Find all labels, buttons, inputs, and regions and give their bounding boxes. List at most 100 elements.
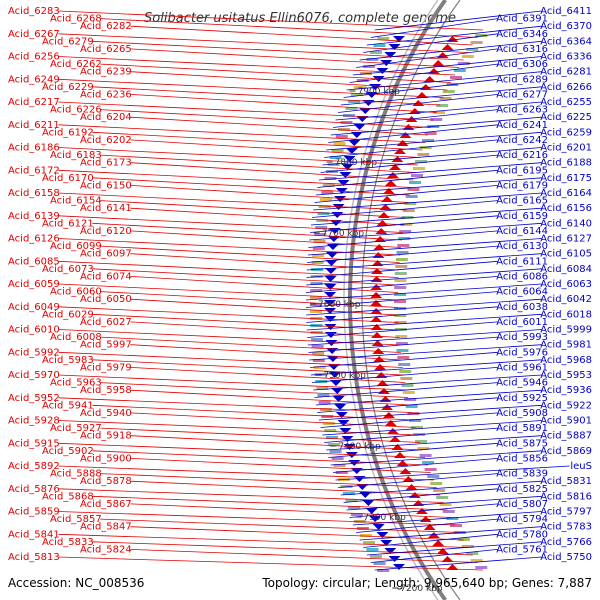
gene-connector bbox=[130, 526, 464, 541]
gene-connector bbox=[310, 359, 542, 376]
gene-label: Acid_5839 bbox=[496, 469, 548, 480]
rev-band bbox=[327, 163, 340, 166]
gene-connector bbox=[338, 94, 498, 113]
gene-label: Acid_5961 bbox=[496, 362, 548, 373]
gene-label: Acid_5928 bbox=[8, 416, 60, 427]
reverse-feature bbox=[335, 412, 348, 418]
gene-label: Acid_6121 bbox=[42, 218, 94, 229]
reverse-feature bbox=[339, 428, 352, 434]
reverse-feature bbox=[324, 300, 336, 306]
gene-label: Acid_6159 bbox=[496, 211, 548, 222]
gene-label: Acid_5992 bbox=[8, 347, 60, 358]
gene-connector bbox=[315, 177, 542, 196]
rev-band bbox=[331, 457, 344, 460]
forward-feature bbox=[399, 132, 412, 138]
fwd-band bbox=[427, 475, 440, 478]
forward-feature bbox=[427, 68, 440, 74]
gene-connector bbox=[130, 367, 406, 383]
gene-label: Acid_6141 bbox=[80, 203, 132, 214]
fwd-band bbox=[442, 90, 455, 93]
gene-label: Acid_5915 bbox=[8, 438, 60, 449]
gene-connector bbox=[306, 313, 542, 331]
gene-label: Acid_6226 bbox=[50, 105, 102, 116]
gene-connector bbox=[130, 321, 400, 338]
reverse-feature bbox=[372, 524, 385, 530]
gene-connector bbox=[324, 427, 498, 443]
rev-band bbox=[326, 436, 338, 439]
gene-connector bbox=[58, 533, 469, 548]
fwd-band bbox=[401, 384, 414, 387]
fwd-band bbox=[394, 300, 406, 303]
reverse-feature bbox=[362, 500, 375, 506]
gene-label: Acid_6097 bbox=[80, 249, 132, 260]
gene-label: Acid_6267 bbox=[8, 29, 60, 40]
gene-connector bbox=[130, 139, 421, 158]
backbone-arc-0 bbox=[361, 0, 461, 600]
map-title: Solibacter usitatus Ellin6076, complete … bbox=[144, 11, 456, 26]
reverse-feature bbox=[345, 148, 358, 154]
gene-connector bbox=[92, 495, 448, 511]
forward-feature bbox=[382, 188, 395, 194]
forward-feature bbox=[432, 540, 445, 546]
rev-band bbox=[318, 401, 331, 404]
gene-connector bbox=[58, 442, 426, 458]
rev-band bbox=[329, 450, 342, 453]
gene-label: Acid_6279 bbox=[42, 36, 94, 47]
gene-label: Acid_5976 bbox=[496, 347, 548, 358]
forward-feature bbox=[419, 516, 432, 522]
forward-strand-features bbox=[370, 36, 459, 570]
gene-label: Acid_5983 bbox=[42, 355, 94, 366]
gene-label: Acid_6216 bbox=[496, 150, 548, 161]
rev-band bbox=[317, 212, 330, 215]
gene-label: Acid_5891 bbox=[496, 423, 548, 434]
gene-connector bbox=[370, 549, 498, 563]
gene-connector bbox=[310, 351, 498, 368]
gene-label: Acid_5970 bbox=[8, 370, 60, 381]
fwd-band bbox=[407, 188, 420, 191]
gene-connector bbox=[130, 412, 416, 428]
forward-feature bbox=[441, 44, 454, 50]
gene-label: Acid_5918 bbox=[80, 431, 132, 442]
gene-label: Acid_5831 bbox=[540, 476, 592, 487]
fwd-band bbox=[424, 468, 437, 471]
rev-band bbox=[324, 177, 337, 180]
gene-label: Acid_5780 bbox=[496, 529, 548, 540]
forward-feature bbox=[377, 388, 390, 394]
fwd-band bbox=[450, 524, 462, 527]
fwd-band bbox=[395, 265, 408, 268]
fwd-band bbox=[424, 132, 437, 135]
gene-label: Acid_6202 bbox=[80, 135, 132, 146]
gene-connector bbox=[332, 458, 498, 473]
fwd-band bbox=[411, 426, 423, 429]
gene-connector bbox=[320, 412, 498, 428]
gene-connector bbox=[340, 480, 542, 496]
gene-connector bbox=[308, 230, 498, 248]
reverse-feature bbox=[350, 132, 363, 138]
gene-connector bbox=[330, 450, 542, 466]
gene-connector bbox=[322, 147, 542, 166]
rev-band bbox=[342, 114, 355, 117]
gene-connector bbox=[100, 109, 431, 128]
gene-connector bbox=[100, 336, 401, 353]
gene-label: Acid_5940 bbox=[80, 408, 132, 419]
rev-band bbox=[329, 156, 342, 159]
forward-feature bbox=[446, 36, 459, 42]
fwd-band bbox=[394, 293, 407, 296]
accession-text: Accession: NC_008536 bbox=[8, 576, 144, 590]
gene-label: Acid_5833 bbox=[42, 537, 94, 548]
gene-label: Acid_6217 bbox=[8, 97, 60, 108]
gene-label: Acid_6074 bbox=[80, 271, 132, 282]
gene-connector bbox=[324, 139, 498, 158]
gene-label: Acid_6144 bbox=[496, 226, 548, 237]
forward-feature bbox=[371, 268, 384, 274]
gene-connector bbox=[374, 556, 542, 571]
forward-feature bbox=[427, 532, 440, 538]
gene-connector bbox=[310, 207, 542, 226]
fwd-band bbox=[399, 370, 412, 373]
gene-label: Acid_6179 bbox=[496, 180, 548, 191]
reverse-feature bbox=[332, 396, 345, 402]
gene-connector bbox=[313, 374, 542, 391]
fwd-band bbox=[470, 559, 483, 562]
gene-label: Acid_6139 bbox=[8, 211, 60, 222]
rev-band bbox=[366, 548, 379, 551]
